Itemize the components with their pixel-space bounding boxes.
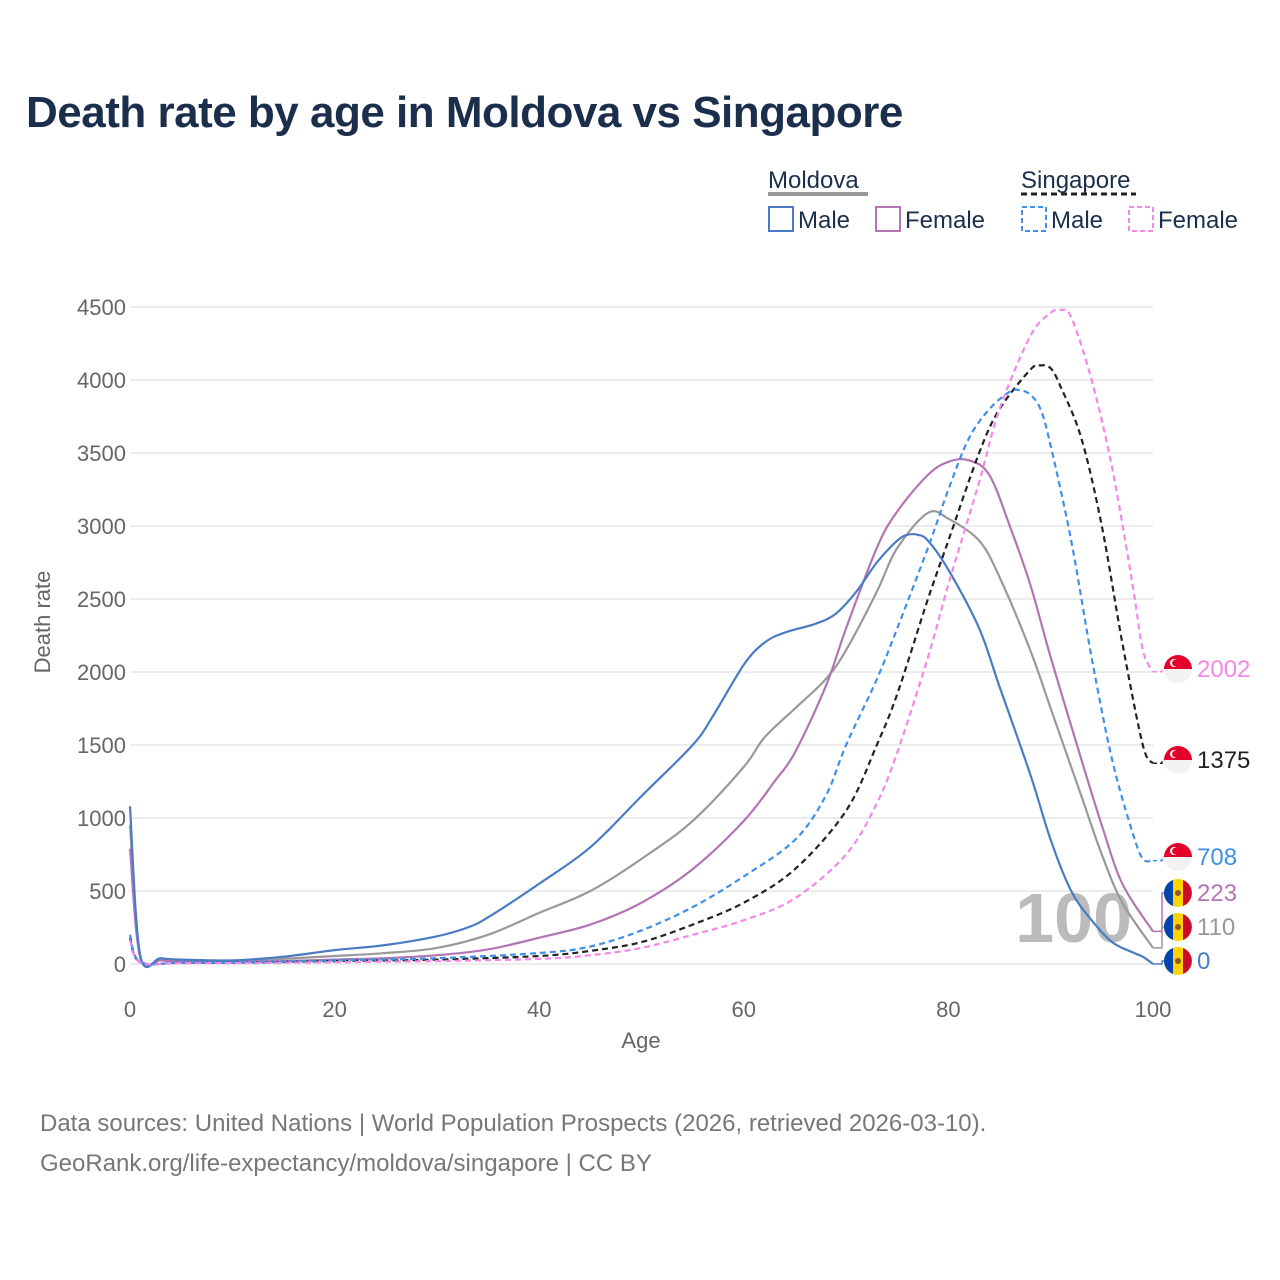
legend-label-singapore-male: Male	[1051, 207, 1103, 234]
y-tick-label-2500: 2500	[77, 587, 126, 612]
flag-emblem	[1175, 958, 1181, 964]
flag-blue	[1164, 914, 1173, 940]
end-label-singapore-total: 1375	[1197, 747, 1250, 774]
series-line-moldova-male[interactable]	[128, 532, 1154, 969]
flag-crescent-cut	[1172, 847, 1179, 855]
y-tick-label-4000: 4000	[77, 368, 126, 393]
singapore-flag-icon	[1164, 655, 1192, 683]
singapore-flag-icon	[1164, 843, 1192, 871]
end-connector-moldova-total	[1153, 926, 1164, 949]
legend-group-singapore[interactable]: Singapore Male Female	[1021, 167, 1238, 234]
legend-swatch-moldova-female	[875, 206, 901, 232]
y-axis-title: Death rate	[30, 571, 55, 674]
legend-swatch-singapore-male	[1021, 206, 1047, 232]
x-tick-label-40: 40	[527, 997, 551, 1022]
y-tick-label-0: 0	[114, 952, 126, 977]
x-tick-label-100: 100	[1135, 997, 1172, 1022]
end-label-moldova-male: 0	[1197, 948, 1210, 975]
series-line-singapore-male[interactable]	[128, 388, 1154, 966]
flag-crescent-cut	[1172, 750, 1179, 758]
series-line-singapore-female[interactable]	[128, 308, 1154, 966]
chart-title: Death rate by age in Moldova vs Singapor…	[26, 88, 903, 137]
moldova-flag-icon	[1164, 947, 1192, 975]
flag-blue	[1164, 948, 1173, 974]
singapore-flag-icon	[1164, 746, 1192, 774]
legend-swatch-singapore-female	[1128, 206, 1154, 232]
series-lines	[128, 308, 1154, 969]
legend: Moldova Male Female Singapore Male Femal…	[768, 167, 1238, 234]
flag-emblem	[1175, 890, 1181, 896]
y-tick-label-500: 500	[89, 879, 126, 904]
end-connector-moldova-female	[1153, 892, 1164, 933]
legend-swatch-moldova-male	[768, 206, 794, 232]
x-tick-label-80: 80	[936, 997, 960, 1022]
flag-red	[1183, 880, 1192, 906]
x-axis-title: Age	[621, 1028, 660, 1053]
flag-red	[1183, 948, 1192, 974]
flag-emblem	[1175, 924, 1181, 930]
x-tick-label-60: 60	[732, 997, 756, 1022]
series-line-moldova-total[interactable]	[128, 509, 1154, 968]
legend-label-moldova-male: Male	[798, 207, 850, 234]
x-tick-label-20: 20	[322, 997, 346, 1022]
year-watermark: 100	[1015, 879, 1132, 957]
x-tick-label-0: 0	[124, 997, 136, 1022]
gridlines	[130, 306, 1153, 965]
end-connector-singapore-female	[1153, 668, 1164, 673]
end-label-singapore-female: 2002	[1197, 656, 1250, 683]
flag-crescent-cut	[1172, 659, 1179, 667]
y-tick-label-1000: 1000	[77, 806, 126, 831]
flag-red	[1183, 914, 1192, 940]
source-line-1: Data sources: United Nations | World Pop…	[40, 1110, 987, 1137]
y-tick-label-3500: 3500	[77, 441, 126, 466]
flag-blue	[1164, 880, 1173, 906]
series-line-singapore-total[interactable]	[128, 363, 1154, 966]
y-axis-ticks: 0 500 1000 1500 2000 2500 3000 3500 4000 4500	[77, 295, 126, 977]
end-labels: 2002 1375 708 223 110 0	[1153, 655, 1250, 975]
end-connector-singapore-total	[1153, 759, 1164, 765]
legend-group-title-singapore: Singapore	[1021, 167, 1130, 194]
x-axis-ticks: 0 20 40 60 80 100	[124, 997, 1171, 1022]
end-connector-moldova-male	[1153, 960, 1164, 965]
source-note: Data sources: United Nations | World Pop…	[40, 1104, 986, 1184]
end-label-moldova-total: 110	[1197, 914, 1235, 941]
legend-label-singapore-female: Female	[1158, 207, 1238, 234]
y-tick-label-3000: 3000	[77, 514, 126, 539]
source-line-2[interactable]: GeoRank.org/life-expectancy/moldova/sing…	[40, 1150, 652, 1177]
end-connector-singapore-male	[1153, 856, 1164, 862]
moldova-flag-icon	[1164, 913, 1192, 941]
legend-group-title-moldova: Moldova	[768, 167, 859, 194]
end-label-moldova-female: 223	[1197, 880, 1237, 907]
y-tick-label-2000: 2000	[77, 660, 126, 685]
end-label-singapore-male: 708	[1197, 844, 1237, 871]
legend-group-moldova[interactable]: Moldova Male Female	[768, 167, 985, 234]
moldova-flag-icon	[1164, 879, 1192, 907]
y-tick-label-4500: 4500	[77, 295, 126, 320]
y-tick-label-1500: 1500	[77, 733, 126, 758]
legend-label-moldova-female: Female	[905, 207, 985, 234]
